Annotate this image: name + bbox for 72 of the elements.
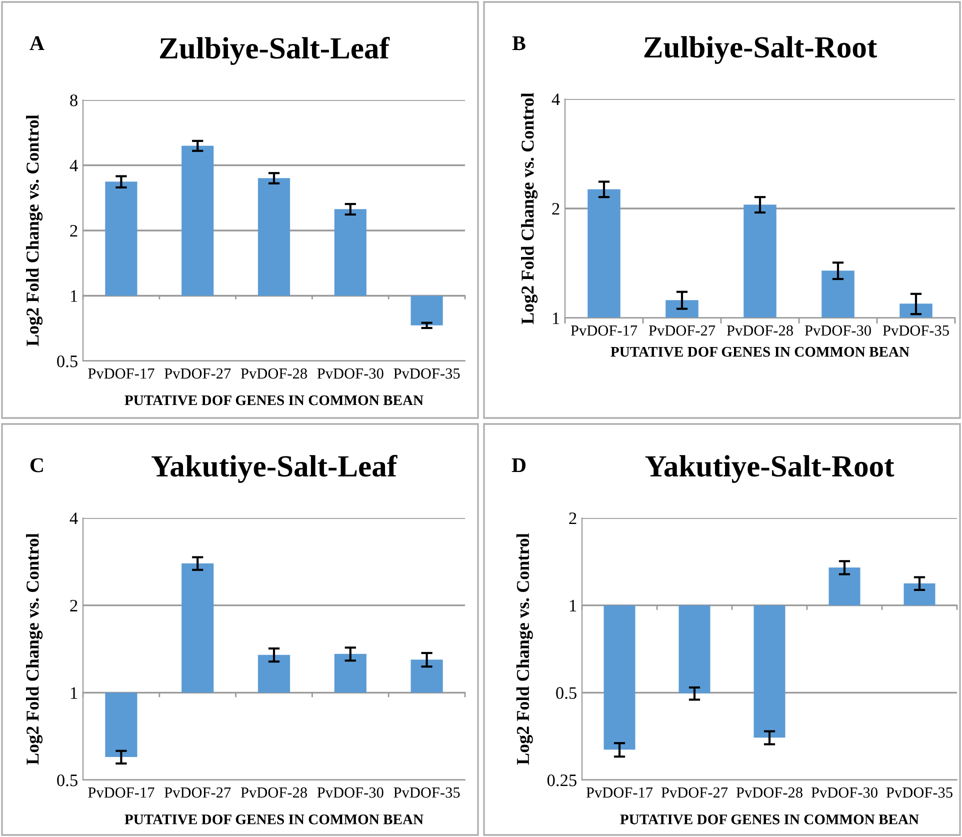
y-axis-title: Log2 Fold Change vs. Control bbox=[521, 92, 538, 324]
chart-title: Yakutiye-Salt-Root bbox=[645, 455, 894, 483]
bar bbox=[258, 178, 290, 296]
x-axis-title: PUTATIVE DOF GENES IN COMMON BEAN bbox=[124, 814, 424, 824]
bar bbox=[822, 270, 854, 318]
y-tick-label: 1 bbox=[570, 600, 576, 612]
x-axis-title: PUTATIVE DOF GENES IN COMMON BEAN bbox=[124, 395, 424, 406]
y-axis-title: Log2 Fold Change vs. Control bbox=[26, 114, 43, 346]
bar bbox=[744, 204, 776, 318]
chart-title: Zulbiye-Salt-Leaf bbox=[160, 36, 390, 65]
bar bbox=[182, 563, 214, 693]
bar bbox=[678, 605, 710, 694]
x-tick-label: PvDOF-28 bbox=[240, 787, 307, 798]
y-tick-label: 4 bbox=[70, 160, 78, 172]
text: C bbox=[30, 458, 43, 472]
bar bbox=[258, 654, 290, 693]
x-tick-label: PvDOF-28 bbox=[726, 325, 793, 336]
bar bbox=[588, 189, 620, 318]
bar bbox=[666, 300, 698, 318]
x-tick-label: PvDOF-27 bbox=[661, 787, 728, 798]
text: D bbox=[512, 458, 526, 472]
x-tick-label: PvDOF-17 bbox=[570, 325, 638, 336]
x-tick-label: PvDOF-35 bbox=[394, 787, 460, 798]
bar bbox=[105, 692, 138, 758]
x-tick-label: PvDOF-35 bbox=[394, 368, 460, 379]
x-axis-title: PUTATIVE DOF GENES IN COMMON BEAN bbox=[620, 814, 919, 824]
bar bbox=[604, 605, 636, 750]
chart-title: Yakutiye-Salt-Leaf bbox=[151, 454, 398, 483]
bar bbox=[182, 146, 214, 296]
text: B bbox=[512, 36, 526, 50]
x-tick-label: PvDOF-30 bbox=[804, 325, 871, 336]
x-tick-label: PvDOF-27 bbox=[648, 325, 716, 336]
y-tick-label: 4 bbox=[552, 94, 560, 106]
bar bbox=[904, 583, 936, 606]
x-tick-label: PvDOF-35 bbox=[886, 787, 952, 798]
bar bbox=[334, 209, 366, 296]
y-tick-label: 2 bbox=[70, 225, 78, 237]
bar bbox=[334, 654, 366, 693]
y-tick-label: 4 bbox=[70, 512, 78, 524]
y-tick-label: 2 bbox=[569, 512, 576, 524]
bar bbox=[410, 660, 443, 693]
x-tick-label: PvDOF-28 bbox=[240, 368, 307, 379]
bar bbox=[828, 568, 860, 606]
y-tick-label: 2 bbox=[70, 600, 78, 612]
chart-title: Zulbiye-Salt-Root bbox=[644, 36, 878, 64]
y-tick-label: 8 bbox=[70, 94, 78, 106]
y-tick-label: 0.5 bbox=[57, 774, 78, 786]
bar bbox=[105, 182, 138, 296]
x-tick-label: PvDOF-17 bbox=[88, 368, 154, 379]
x-tick-label: PvDOF-17 bbox=[586, 787, 653, 798]
x-tick-label: PvDOF-17 bbox=[88, 787, 154, 798]
y-tick-label: 0.5 bbox=[57, 355, 78, 368]
y-tick-label: 1 bbox=[70, 290, 78, 302]
bar bbox=[754, 605, 786, 738]
bar bbox=[410, 296, 443, 326]
y-axis-title: Log2 Fold Change vs. Control bbox=[516, 533, 533, 765]
bar bbox=[900, 304, 932, 318]
y-tick-label: 0.25 bbox=[547, 774, 576, 786]
y-tick-label: 0.5 bbox=[556, 687, 576, 699]
x-tick-label: PvDOF-27 bbox=[164, 787, 231, 798]
y-tick-label: 1 bbox=[552, 312, 560, 324]
y-tick-label: 2 bbox=[552, 203, 560, 215]
text: A bbox=[30, 36, 44, 50]
x-axis-title: PUTATIVE DOF GENES IN COMMON BEAN bbox=[610, 346, 910, 357]
x-tick-label: PvDOF-27 bbox=[164, 368, 231, 379]
y-axis-title: Log2 Fold Change vs. Control bbox=[26, 533, 43, 765]
x-tick-label: PvDOF-30 bbox=[811, 787, 878, 798]
y-tick-label: 1 bbox=[70, 687, 78, 699]
x-tick-label: PvDOF-30 bbox=[317, 787, 384, 798]
x-tick-label: PvDOF-30 bbox=[317, 368, 384, 379]
x-tick-label: PvDOF-28 bbox=[736, 787, 802, 798]
x-tick-label: PvDOF-35 bbox=[882, 325, 949, 336]
